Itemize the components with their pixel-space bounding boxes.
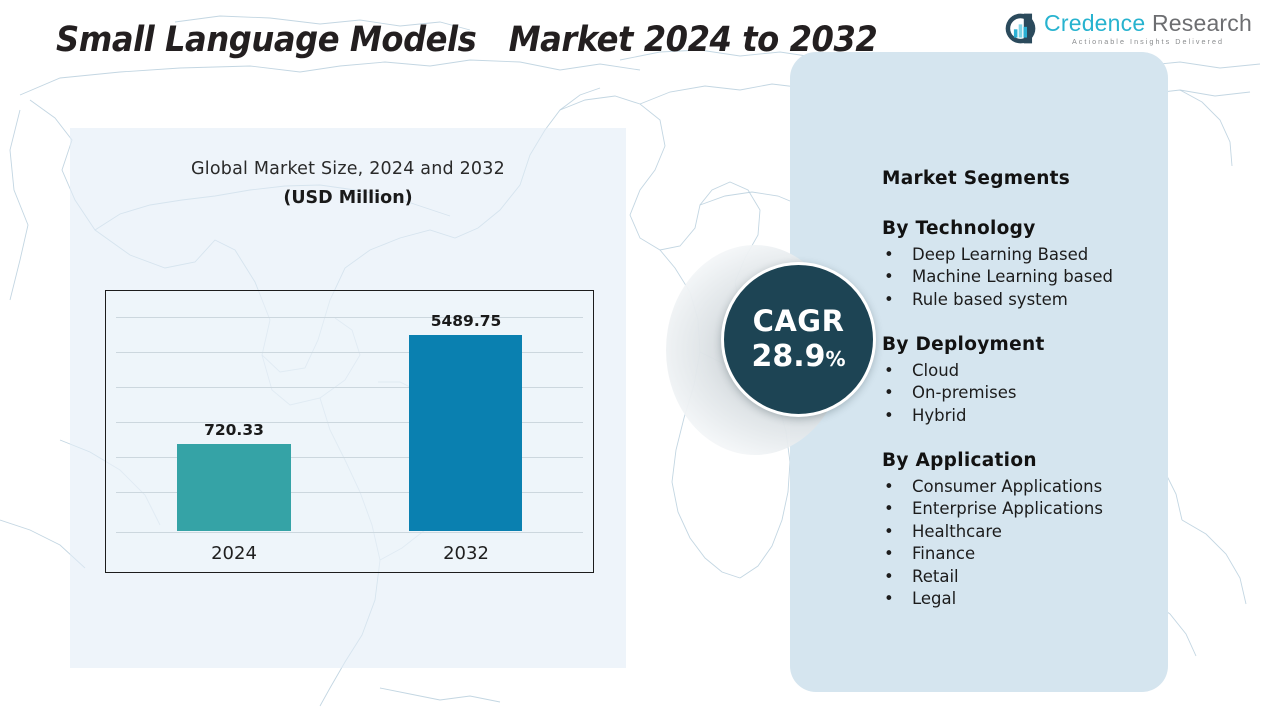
list-item: • Finance	[882, 543, 1162, 565]
bar-chart: 720.33 5489.75 2024 2032	[105, 290, 594, 573]
list-item: • Rule based system	[882, 289, 1162, 311]
list-item-label: Healthcare	[912, 521, 1002, 541]
list-item: • Machine Learning based	[882, 266, 1162, 288]
list-item-label: Cloud	[912, 361, 960, 380]
bullet-icon: •	[884, 361, 894, 380]
bar-value-2024: 720.33	[204, 421, 264, 439]
chart-title: Global Market Size, 2024 and 2032	[191, 159, 505, 179]
bar-value-2032: 5489.75	[430, 312, 502, 330]
list-item: • Legal	[882, 588, 1162, 610]
cagr-circle: CAGR 28.9 %	[721, 262, 876, 417]
chart-panel: Global Market Size, 2024 and 2032 (USD M…	[70, 128, 626, 668]
bullet-icon: •	[884, 477, 894, 496]
cagr-value: 28.9	[751, 339, 826, 374]
list-item: • On-premises	[882, 382, 1162, 404]
bullet-icon: •	[884, 245, 894, 264]
list-item-label: Finance	[912, 544, 976, 564]
list-item-label: Retail	[912, 566, 959, 586]
bullet-icon: •	[884, 499, 894, 519]
cagr-percent-sign: %	[825, 347, 846, 371]
market-segments-heading: Market Segments	[882, 168, 1071, 189]
list-item-label: Legal	[912, 589, 957, 609]
bullet-icon: •	[884, 289, 894, 309]
bullet-icon: •	[884, 544, 894, 564]
list-item-label: Consumer Applications	[912, 477, 1103, 496]
bar-2024	[177, 444, 291, 531]
list-item: • Enterprise Applications	[882, 498, 1162, 520]
brand-logo: Credence Research Actionable Insights De…	[1004, 12, 1252, 45]
segment-list-application: • Consumer Applications • Enterprise Appli…	[882, 476, 1162, 610]
logo-tagline: Actionable Insights Delivered	[1071, 37, 1225, 46]
bar-label-2032: 2032	[443, 543, 489, 564]
bar-2032	[409, 335, 522, 531]
bar-chart-circle-icon	[1005, 13, 1036, 44]
list-item: • Consumer Applications	[882, 476, 1162, 498]
segment-group-deployment: By Deployment • Cloud • On-premises • Hybri…	[882, 334, 1162, 427]
logo-brand-secondary: Research	[1145, 10, 1252, 36]
list-item: • Deep Learning Based	[882, 244, 1162, 266]
gridline	[116, 532, 583, 533]
cagr-value-group: 28.9 %	[751, 342, 845, 372]
bullet-icon: •	[884, 383, 894, 403]
cagr-badge: CAGR 28.9 %	[666, 245, 881, 455]
list-item: • Cloud	[882, 360, 1162, 382]
cagr-label: CAGR	[752, 304, 845, 338]
list-item-label: Enterprise Applications	[912, 499, 1103, 519]
logo-words: Credence Research	[1044, 12, 1252, 35]
bullet-icon: •	[884, 267, 894, 287]
bar-label-2024: 2024	[211, 543, 257, 564]
segment-group-title: By Deployment	[882, 334, 1045, 355]
segment-group-title: By Technology	[882, 218, 1036, 239]
page-title: Small Language Models Market 2024 to 203…	[56, 20, 878, 60]
logo-brand-primary: Credence	[1044, 10, 1146, 36]
list-item-label: On-premises	[912, 383, 1017, 403]
list-item: • Retail	[882, 566, 1162, 588]
segment-list-deployment: • Cloud • On-premises • Hybrid	[882, 360, 1162, 427]
logo-wordmark: Credence Research Actionable Insights De…	[1044, 12, 1252, 46]
segment-list-technology: • Deep Learning Based • Machine Learning b…	[882, 244, 1162, 311]
list-item-label: Rule based system	[912, 289, 1068, 309]
list-item-label: Hybrid	[912, 405, 967, 425]
segment-group-application: By Application • Consumer Applications • E…	[882, 450, 1162, 610]
bullet-icon: •	[884, 521, 894, 541]
segment-group-title: By Application	[882, 450, 1037, 471]
list-item: • Healthcare	[882, 521, 1162, 543]
chart-units-label: (USD Million)	[283, 188, 413, 208]
bullet-icon: •	[884, 566, 894, 586]
bullet-icon: •	[884, 589, 894, 609]
list-item-label: Deep Learning Based	[912, 245, 1089, 264]
segment-group-technology: By Technology • Deep Learning Based • Mach…	[882, 218, 1162, 311]
bullet-icon: •	[884, 405, 894, 425]
list-item-label: Machine Learning based	[912, 267, 1113, 287]
list-item: • Hybrid	[882, 405, 1162, 427]
